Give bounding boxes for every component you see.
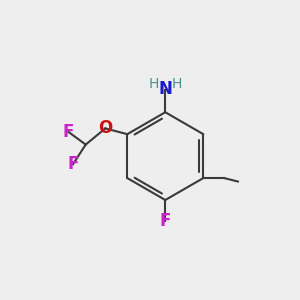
Text: N: N (158, 80, 172, 98)
Text: H: H (149, 77, 159, 91)
Text: O: O (98, 119, 112, 137)
Text: F: F (67, 155, 79, 173)
Text: H: H (171, 77, 182, 91)
Text: F: F (160, 212, 171, 230)
Text: F: F (63, 123, 74, 141)
